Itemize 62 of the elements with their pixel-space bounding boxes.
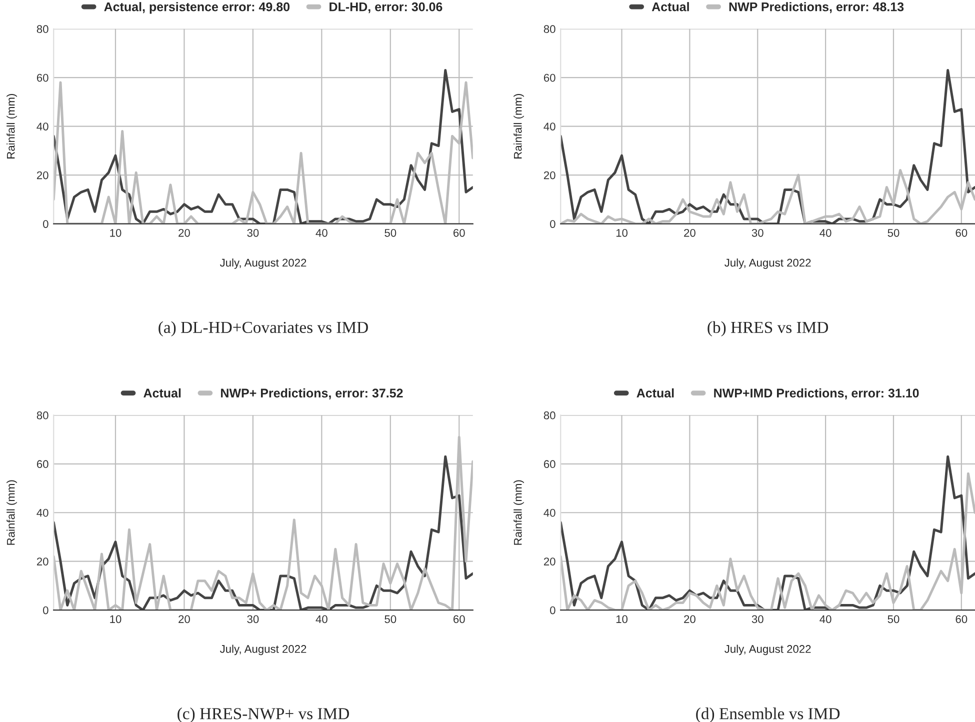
legend-label: Actual, persistence error: 49.80 (104, 2, 290, 14)
legend-label: NWP+IMD Predictions, error: 31.10 (714, 388, 919, 400)
y-axis-title: Rainfall (mm) (6, 480, 17, 545)
legend-label: Actual (652, 2, 689, 12)
y-tick-label: 0 (550, 606, 556, 614)
x-tick-label: 30 (247, 228, 259, 237)
y-tick-label: 40 (544, 122, 556, 130)
x-tick-label: 10 (616, 228, 628, 237)
y-tick-label: 80 (36, 411, 48, 420)
x-tick-label: 50 (888, 615, 900, 624)
legend-label: Actual (636, 388, 674, 398)
y-tick-label: 80 (544, 25, 556, 34)
x-tick-label: 30 (247, 615, 259, 624)
x-tick-label: 30 (752, 228, 764, 237)
legend-label: DL-HD, error: 30.06 (330, 2, 442, 14)
x-axis-title: July, August 2022 (220, 258, 306, 269)
x-axis-title: July, August 2022 (724, 644, 811, 656)
legend-label: NWP Predictions, error: 48.13 (729, 2, 904, 14)
x-tick-label: 50 (384, 228, 396, 237)
y-tick-label: 20 (544, 558, 556, 566)
x-tick-label: 20 (178, 228, 190, 237)
y-tick-label: 20 (36, 558, 48, 566)
y-tick-label: 20 (36, 171, 48, 180)
y-tick-label: 60 (36, 74, 48, 82)
y-tick-label: 80 (36, 25, 48, 34)
x-tick-label: 10 (616, 615, 628, 624)
x-tick-label: 20 (684, 615, 696, 624)
y-tick-label: 0 (550, 220, 556, 228)
x-tick-label: 40 (316, 615, 328, 624)
x-tick-label: 50 (888, 228, 900, 237)
y-tick-label: 60 (544, 74, 556, 82)
y-tick-label: 20 (544, 171, 556, 180)
y-tick-label: 60 (36, 460, 48, 468)
x-tick-label: 50 (384, 615, 396, 624)
y-axis-title: Rainfall (mm) (6, 94, 17, 158)
y-tick-label: 40 (36, 508, 48, 517)
y-tick-label: 0 (43, 220, 48, 228)
x-tick-label: 30 (752, 615, 764, 624)
y-tick-label: 0 (43, 606, 48, 614)
x-tick-label: 40 (820, 615, 832, 624)
x-axis-title: July, August 2022 (724, 258, 811, 269)
text: (b) HRES vs IMD (708, 321, 828, 336)
y-tick-label: 80 (544, 411, 556, 420)
x-axis-title: July, August 2022 (220, 644, 306, 656)
x-tick-label: 40 (820, 228, 832, 237)
x-tick-label: 60 (454, 228, 465, 237)
legend-label: Actual (144, 388, 181, 398)
x-tick-label: 60 (454, 615, 465, 624)
y-tick-label: 40 (36, 122, 48, 130)
x-tick-label: 40 (316, 228, 328, 237)
x-tick-label: 60 (956, 615, 968, 624)
x-tick-label: 10 (110, 228, 122, 237)
y-axis-title: Rainfall (mm) (514, 94, 524, 158)
y-tick-label: 60 (544, 460, 556, 468)
text: (a) DL-HD+Covariates vs IMD (158, 321, 368, 336)
legend-label: NWP+ Predictions, error: 37.52 (221, 388, 403, 400)
x-tick-label: 60 (956, 228, 968, 237)
x-tick-label: 10 (110, 615, 122, 624)
y-tick-label: 40 (544, 508, 556, 517)
x-tick-label: 20 (684, 228, 696, 237)
y-axis-title: Rainfall (mm) (514, 480, 524, 545)
x-tick-label: 20 (178, 615, 190, 624)
